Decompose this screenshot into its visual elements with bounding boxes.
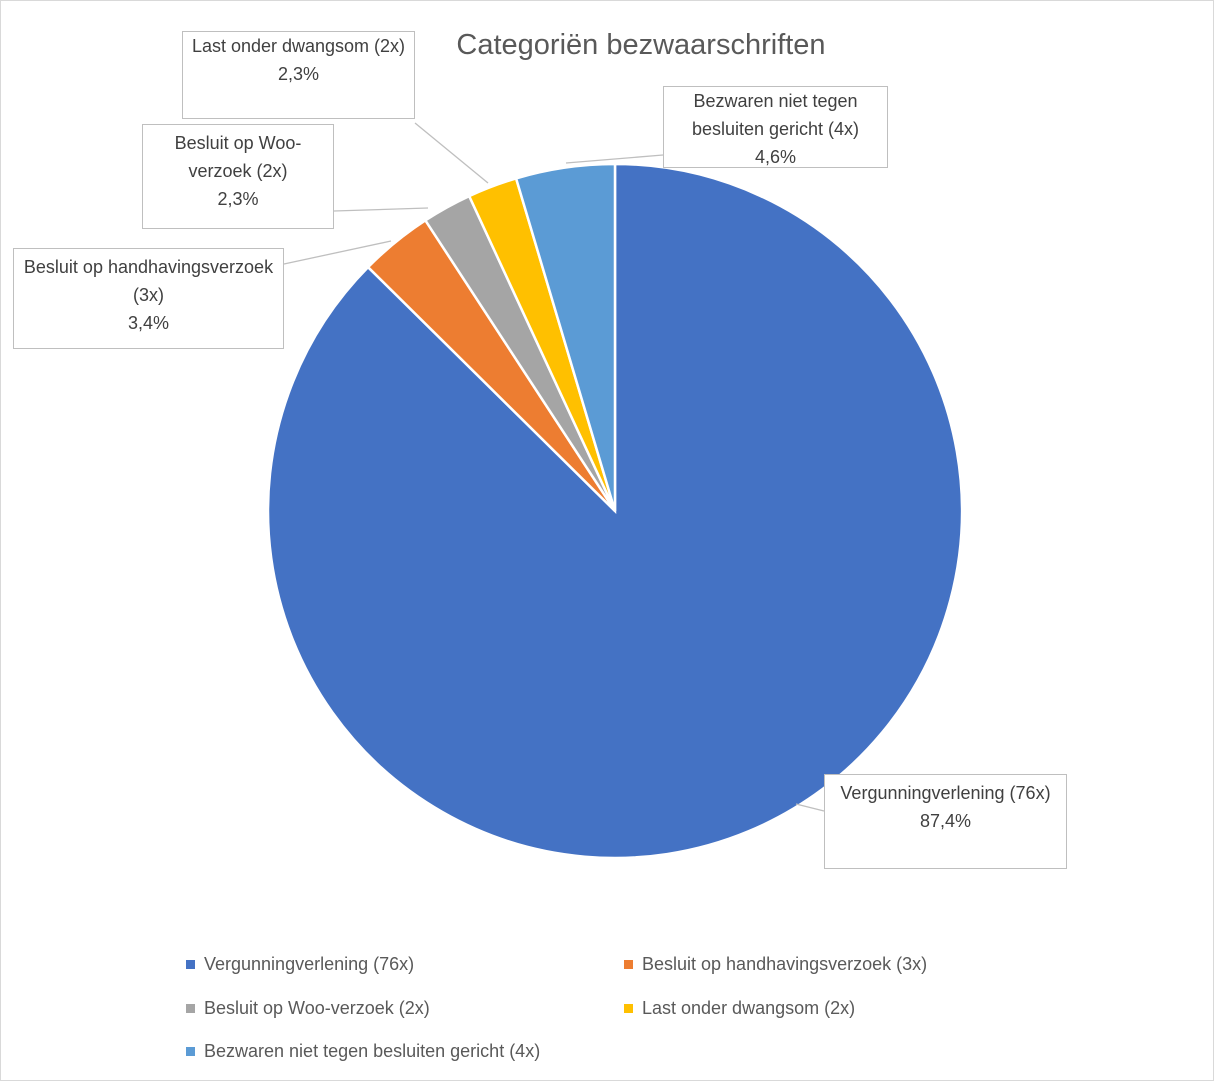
data-label-category: Besluit op handhavingsverzoek (3x) [23, 257, 274, 305]
data-label-value: 4,6% [754, 147, 797, 167]
data-label-category: Besluit op Woo-verzoek (2x) [174, 133, 302, 181]
data-label-value: 2,3% [217, 189, 259, 209]
legend-entry: Besluit op Woo-verzoek (2x) [186, 998, 430, 1019]
leader-line [565, 154, 664, 164]
legend-swatch [186, 1047, 195, 1056]
data-label: Vergunningverlening (76x) 87,4% [824, 774, 1067, 869]
chart-title: Categoriën bezwaarschriften [456, 29, 826, 61]
data-label: Besluit op Woo-verzoek (2x) 2,3% [142, 124, 334, 229]
leader-line [795, 803, 825, 812]
slices [266, 162, 964, 860]
legend-label: Besluit op handhavingsverzoek (3x) [642, 954, 928, 974]
data-label-category: Vergunningverlening (76x) [840, 783, 1051, 803]
legend-swatch [624, 960, 633, 969]
data-label-category: Bezwaren niet tegen besluiten gericht (4… [691, 91, 860, 139]
data-label: Last onder dwangsom (2x) 2,3% [182, 31, 415, 119]
data-label-value: 2,3% [277, 64, 320, 84]
legend-entry: Besluit op handhavingsverzoek (3x) [624, 954, 927, 975]
legend-label: Last onder dwangsom (2x) [642, 998, 856, 1018]
data-label-value: 87,4% [919, 811, 972, 831]
legend-label: Besluit op Woo-verzoek (2x) [204, 998, 430, 1018]
legend-entry: Vergunningverlening (76x) [186, 954, 414, 975]
data-label-category: Last onder dwangsom (2x) [191, 36, 406, 56]
data-label: Besluit op handhavingsverzoek (3x) 3,4% [13, 248, 284, 349]
pie-slice [514, 162, 617, 512]
legend-swatch [186, 1004, 195, 1013]
legend-swatch [186, 960, 195, 969]
data-label-value: 3,4% [127, 313, 170, 333]
legend-entry: Bezwaren niet tegen besluiten gericht (4… [186, 1041, 540, 1062]
leader-line [283, 240, 392, 265]
leader-line [333, 207, 429, 212]
legend-label: Bezwaren niet tegen besluiten gericht (4… [204, 1041, 541, 1061]
legend-label: Vergunningverlening (76x) [204, 954, 415, 974]
leader-line [414, 122, 489, 184]
legend-entry: Last onder dwangsom (2x) [624, 998, 855, 1019]
data-label: Bezwaren niet tegen besluiten gericht (4… [663, 86, 888, 168]
legend-swatch [624, 1004, 633, 1013]
